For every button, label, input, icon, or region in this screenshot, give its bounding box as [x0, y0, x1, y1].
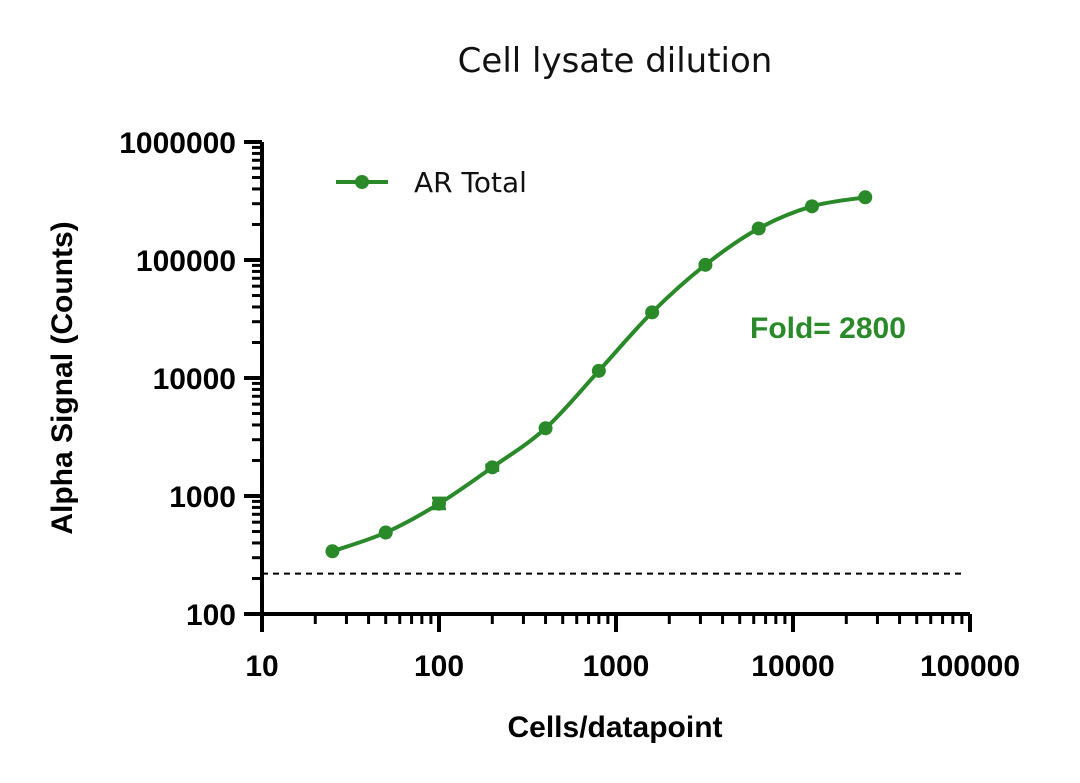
fold-annotation: Fold= 2800: [750, 312, 906, 345]
legend: AR Total: [336, 166, 527, 199]
data-point: [591, 363, 606, 378]
data-point: [804, 199, 819, 214]
data-point: [751, 221, 766, 236]
x-tick-label: 100: [414, 650, 464, 683]
legend-label: AR Total: [414, 166, 527, 199]
data-point: [432, 496, 446, 511]
y-tick-label: 1000: [169, 481, 236, 514]
y-tick-label: 1000000: [119, 127, 236, 160]
y-tick-label: 10000: [153, 363, 236, 396]
y-tick-label: 100: [186, 599, 236, 632]
data-point: [645, 305, 660, 320]
chart-title: Cell lysate dilution: [458, 41, 773, 81]
data-point: [378, 525, 393, 540]
data-point: [698, 257, 713, 272]
x-tick-label: 100000: [920, 650, 1020, 683]
legend-marker: [355, 175, 369, 189]
x-tick-label: 10000: [751, 650, 834, 683]
y-tick-label: 100000: [136, 245, 236, 278]
data-point: [325, 544, 340, 559]
series-ar-total: [325, 190, 873, 559]
x-tick-label: 1000: [583, 650, 650, 683]
x-tick-label: 10: [245, 650, 278, 683]
data-point: [858, 190, 873, 205]
x-axis-label: Cells/datapoint: [507, 711, 722, 744]
data-point: [485, 460, 500, 475]
axes: 10 100 1000 10000 100000 100 1000 10000 100000 10…: [119, 127, 1020, 683]
y-axis-label: Alpha Signal (Counts): [46, 221, 79, 534]
data-point: [538, 421, 553, 436]
